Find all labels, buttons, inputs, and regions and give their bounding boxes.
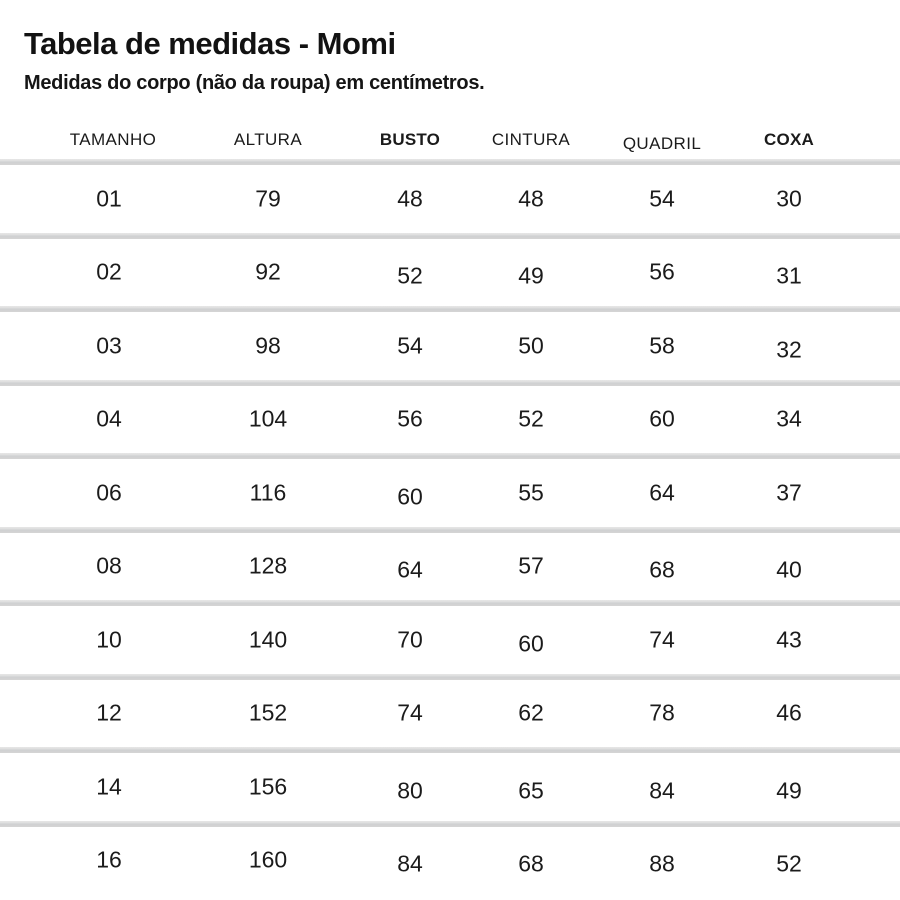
cell-cintura: 49 bbox=[518, 262, 544, 289]
column-header-altura: ALTURA bbox=[233, 130, 303, 149]
column-header-busto: BUSTO bbox=[379, 130, 441, 149]
table-row: 12 152 74 62 78 46 bbox=[0, 680, 900, 747]
cell-tamanho: 06 bbox=[96, 479, 122, 505]
table-row: 16 160 84 68 88 52 bbox=[0, 827, 900, 894]
table-row: 01 79 48 48 54 30 bbox=[0, 165, 900, 232]
row-divider bbox=[0, 747, 900, 753]
cell-busto: 80 bbox=[397, 777, 423, 803]
cell-quadril: 84 bbox=[649, 777, 675, 803]
cell-quadril: 64 bbox=[649, 479, 675, 505]
table-row: 08 128 64 57 68 40 bbox=[0, 533, 900, 600]
table-row: 02 92 52 49 56 31 bbox=[0, 239, 900, 306]
row-divider bbox=[0, 306, 900, 312]
row-divider bbox=[0, 379, 900, 386]
row-divider bbox=[0, 453, 900, 459]
row-divider bbox=[0, 673, 900, 680]
cell-cintura: 65 bbox=[518, 777, 544, 803]
column-header-quadril: QUADRIL bbox=[622, 134, 702, 153]
cell-busto: 52 bbox=[397, 262, 423, 289]
cell-cintura: 48 bbox=[518, 185, 544, 211]
cell-busto: 56 bbox=[397, 405, 423, 432]
cell-cintura: 68 bbox=[518, 850, 544, 877]
cell-cintura: 62 bbox=[518, 699, 544, 726]
cell-quadril: 78 bbox=[649, 699, 675, 726]
cell-tamanho: 14 bbox=[96, 773, 122, 799]
cell-cintura: 50 bbox=[518, 332, 544, 358]
cell-quadril: 74 bbox=[649, 626, 675, 652]
table-row: 14 156 80 65 84 49 bbox=[0, 753, 900, 820]
cell-quadril: 56 bbox=[649, 258, 675, 285]
cell-altura: 104 bbox=[248, 405, 288, 432]
cell-quadril: 58 bbox=[649, 332, 675, 358]
cell-altura: 116 bbox=[249, 479, 287, 505]
table-row: 03 98 54 50 58 32 bbox=[0, 312, 900, 379]
cell-busto: 70 bbox=[397, 626, 423, 652]
cell-busto: 48 bbox=[397, 185, 423, 211]
cell-altura: 79 bbox=[255, 185, 281, 211]
cell-busto: 60 bbox=[397, 483, 423, 509]
column-header-cintura: CINTURA bbox=[491, 130, 571, 149]
row-divider bbox=[0, 159, 900, 165]
cell-tamanho: 04 bbox=[96, 405, 122, 432]
row-divider bbox=[0, 820, 900, 827]
cell-coxa: 34 bbox=[776, 405, 802, 432]
table-header-row: TAMANHO ALTURA BUSTO CINTURA QUADRIL COX… bbox=[0, 126, 900, 154]
cell-tamanho: 16 bbox=[96, 846, 122, 873]
cell-coxa: 49 bbox=[776, 777, 802, 803]
cell-coxa: 40 bbox=[776, 556, 802, 583]
cell-tamanho: 08 bbox=[96, 552, 122, 579]
cell-quadril: 54 bbox=[649, 185, 675, 211]
cell-coxa: 46 bbox=[776, 699, 802, 726]
table-row: 10 140 70 60 74 43 bbox=[0, 606, 900, 673]
table-row: 06 116 60 55 64 37 bbox=[0, 459, 900, 526]
cell-tamanho: 02 bbox=[96, 258, 122, 285]
row-divider bbox=[0, 526, 900, 533]
cell-altura: 128 bbox=[248, 552, 288, 579]
cell-coxa: 52 bbox=[776, 850, 802, 877]
cell-tamanho: 03 bbox=[96, 332, 122, 358]
cell-altura: 140 bbox=[248, 626, 288, 652]
cell-busto: 84 bbox=[397, 850, 423, 877]
cell-cintura: 60 bbox=[518, 630, 544, 656]
cell-quadril: 60 bbox=[649, 405, 675, 432]
cell-coxa: 32 bbox=[776, 336, 802, 362]
cell-altura: 92 bbox=[255, 258, 281, 285]
cell-altura: 156 bbox=[248, 773, 288, 799]
cell-busto: 54 bbox=[397, 332, 423, 358]
column-header-coxa: COXA bbox=[764, 130, 814, 149]
cell-cintura: 52 bbox=[518, 405, 544, 432]
cell-altura: 152 bbox=[248, 699, 288, 726]
cell-tamanho: 01 bbox=[96, 185, 122, 211]
cell-quadril: 88 bbox=[649, 850, 675, 877]
cell-cintura: 57 bbox=[518, 552, 544, 579]
cell-busto: 74 bbox=[397, 699, 423, 726]
cell-altura: 98 bbox=[255, 332, 281, 358]
cell-coxa: 43 bbox=[776, 626, 802, 652]
table-row: 04 104 56 52 60 34 bbox=[0, 386, 900, 453]
row-divider bbox=[0, 232, 900, 239]
page-subtitle: Medidas do corpo (não da roupa) em centí… bbox=[24, 72, 485, 94]
row-divider bbox=[0, 600, 900, 606]
cell-tamanho: 12 bbox=[96, 699, 122, 726]
column-header-tamanho: TAMANHO bbox=[69, 130, 157, 149]
cell-coxa: 37 bbox=[776, 479, 802, 505]
cell-coxa: 31 bbox=[776, 262, 802, 289]
cell-cintura: 55 bbox=[518, 479, 544, 505]
cell-tamanho: 10 bbox=[96, 626, 122, 652]
cell-busto: 64 bbox=[397, 556, 423, 583]
cell-altura: 160 bbox=[248, 846, 288, 873]
page-title: Tabela de medidas - Momi bbox=[24, 26, 396, 61]
cell-quadril: 68 bbox=[649, 556, 675, 583]
cell-coxa: 30 bbox=[776, 185, 802, 211]
